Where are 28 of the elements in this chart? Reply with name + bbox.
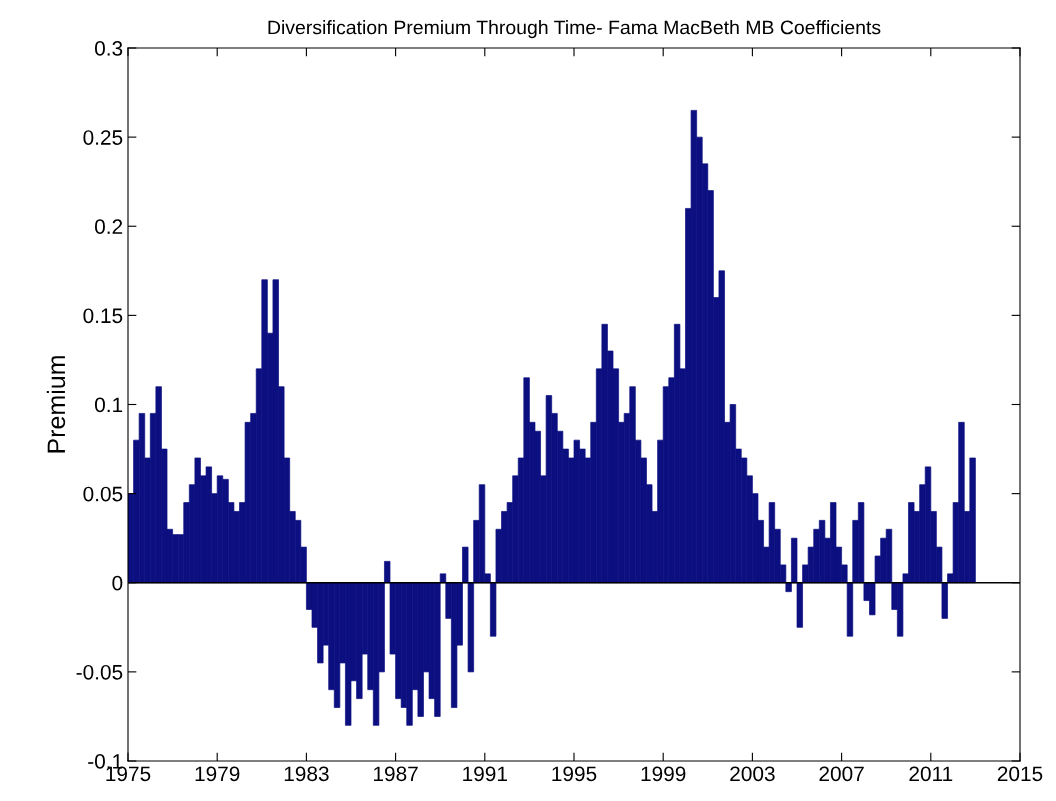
x-tick-label: 1991 [463, 766, 507, 782]
bar [941, 582, 948, 619]
x-tick-label: 2003 [730, 766, 775, 782]
chart-title: Diversification Premium Through Time- Fama MacBeth MB Coefficients [268, 20, 881, 39]
y-tick-label: 0 [112, 575, 123, 591]
x-tick-label: 2011 [909, 766, 953, 782]
y-tick-label: 0.3 [94, 41, 123, 56]
x-tick-label: 2015 [997, 766, 1043, 782]
bar [462, 546, 469, 584]
x-tick-label: 1995 [552, 766, 597, 782]
x-tick-label: 1979 [195, 766, 240, 782]
bar [467, 582, 474, 673]
bar [796, 582, 803, 628]
y-tick-label: 0.05 [83, 486, 123, 502]
y-tick-label: -0.05 [76, 664, 123, 680]
x-tick-label: 2007 [819, 766, 864, 782]
y-tick-label: 0.2 [94, 219, 123, 234]
bar [490, 582, 497, 637]
bar [791, 537, 798, 584]
x-tick-label: 1983 [284, 766, 329, 782]
y-tick-label: 0.25 [83, 130, 123, 145]
bar [384, 561, 391, 584]
y-axis-title: Premium [46, 356, 66, 453]
x-tick-label: 1999 [641, 766, 686, 782]
y-tick-label: 0.1 [94, 397, 123, 413]
x-tick-label: 1987 [374, 766, 418, 782]
bar [846, 582, 854, 637]
y-tick-label: 0.15 [83, 308, 123, 324]
